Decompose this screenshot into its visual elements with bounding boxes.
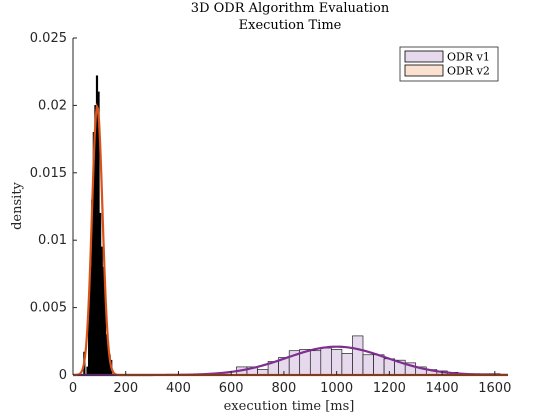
histogram-bar-series-1-bin-12 [352,335,364,376]
legend-swatch-series-2 [404,64,444,77]
x-tick-label: 400 [166,381,191,396]
x-tick-label: 200 [113,381,138,396]
x-axis-label: execution time [ms] [224,399,355,414]
y-tick-label: 0.005 [30,301,67,316]
x-tick-label: 0 [69,381,77,396]
y-tick-label: 0.025 [30,31,67,46]
chart-subtitle: Execution Time [239,18,342,33]
axes-layer: 0 200 400 600 800 1000 1200 1400 1600 0 0.005 0.01 0… [30,31,512,396]
histogram-bar-series-1-bin-9 [320,347,332,376]
histogram-bar-series-1-bin-14 [373,354,385,376]
y-tick-label: 0.02 [38,98,67,113]
x-tick-label: 600 [219,381,244,396]
y-tick-label: 0.015 [30,166,67,181]
x-tick-label: 1200 [373,381,406,396]
chart-title: 3D ODR Algorithm Evaluation [191,1,390,16]
y-axis-label: density [10,181,25,229]
x-tick-label: 1000 [320,381,353,396]
histogram-bar-series-1-bin-13 [362,354,374,376]
y-tick-label: 0.01 [38,233,67,248]
legend-label-series-2: ODR v2 [447,65,490,78]
histogram-bar-series-1-bin-11 [341,353,353,376]
x-tick-label: 1400 [426,381,459,396]
x-tick-label: 800 [271,381,296,396]
legend-label-series-1: ODR v1 [447,51,490,64]
y-tick-label: 0 [59,368,67,383]
x-tick-label: 1600 [478,381,511,396]
legend-swatch-series-1 [404,50,444,63]
histogram-bar-series-1-bin-8 [309,350,322,376]
